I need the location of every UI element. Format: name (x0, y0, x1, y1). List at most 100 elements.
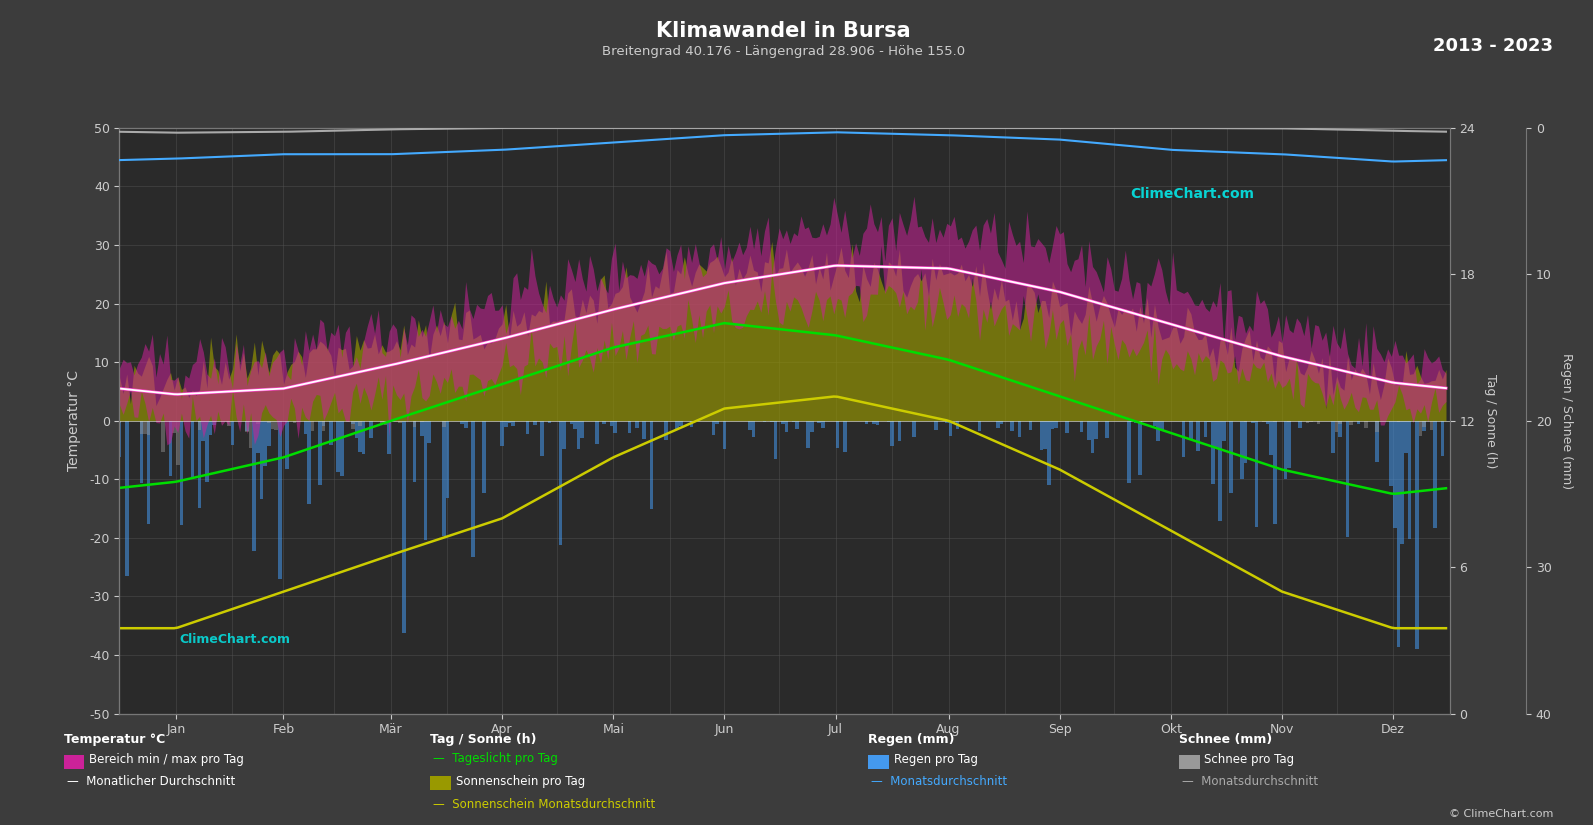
Bar (1440, 421, 1445, 456)
Bar (1094, 421, 1098, 439)
Bar (1357, 421, 1360, 425)
Bar (650, 421, 653, 509)
Bar (1338, 421, 1343, 437)
Text: Sonnenschein pro Tag: Sonnenschein pro Tag (456, 775, 585, 788)
Bar (358, 421, 362, 452)
Bar (441, 421, 446, 427)
Bar (820, 421, 825, 428)
Bar (500, 421, 503, 446)
Bar (1134, 421, 1137, 423)
Bar (268, 421, 271, 446)
Bar (212, 421, 217, 425)
Text: Breitengrad 40.176 - Längengrad 28.906 - Höhe 155.0: Breitengrad 40.176 - Längengrad 28.906 -… (602, 45, 965, 59)
Bar (268, 421, 271, 423)
Bar (723, 421, 726, 449)
Bar (387, 421, 390, 454)
Bar (897, 421, 902, 441)
Bar (817, 421, 820, 422)
Bar (675, 421, 679, 429)
Bar (511, 421, 515, 426)
Bar (1284, 421, 1287, 479)
Text: Klimawandel in Bursa: Klimawandel in Bursa (656, 21, 911, 40)
Bar (249, 421, 253, 448)
Bar (1207, 421, 1211, 422)
Text: © ClimeChart.com: © ClimeChart.com (1448, 808, 1553, 818)
Bar (712, 421, 715, 435)
Bar (1287, 421, 1290, 422)
Bar (464, 421, 467, 427)
Bar (205, 421, 209, 482)
Bar (401, 421, 406, 633)
Bar (256, 421, 260, 453)
Bar (1204, 421, 1207, 436)
Bar (1214, 421, 1219, 446)
Bar (548, 421, 551, 423)
Bar (871, 421, 876, 424)
Bar (1349, 421, 1352, 425)
Bar (1429, 421, 1434, 430)
Bar (1415, 421, 1419, 649)
Bar (890, 421, 894, 446)
Bar (806, 421, 811, 448)
Bar (350, 421, 355, 429)
Bar (774, 421, 777, 459)
Bar (191, 421, 194, 477)
Bar (1332, 421, 1335, 453)
Bar (690, 421, 693, 427)
Y-axis label: Temperatur °C: Temperatur °C (67, 370, 81, 471)
Bar (1128, 421, 1131, 483)
Bar (636, 421, 639, 428)
Bar (175, 421, 180, 465)
Bar (124, 421, 129, 576)
Bar (1040, 421, 1043, 450)
Bar (795, 421, 800, 429)
Bar (865, 421, 868, 424)
Bar (350, 421, 355, 424)
Bar (226, 421, 231, 426)
Bar (1423, 421, 1426, 431)
Text: Schnee pro Tag: Schnee pro Tag (1204, 753, 1295, 766)
Bar (274, 421, 279, 430)
Bar (161, 421, 166, 452)
Bar (978, 421, 981, 431)
Bar (441, 421, 446, 536)
Bar (781, 421, 785, 423)
Bar (1182, 421, 1185, 456)
Bar (180, 421, 183, 526)
Text: —  Sonnenschein Monatsdurchschnitt: — Sonnenschein Monatsdurchschnitt (433, 799, 656, 812)
Bar (1160, 421, 1163, 430)
Bar (602, 421, 605, 424)
Bar (319, 421, 322, 485)
Bar (322, 421, 325, 431)
Bar (715, 421, 718, 424)
Bar (293, 421, 296, 423)
Bar (1389, 421, 1394, 487)
Bar (1419, 421, 1423, 436)
Bar (1273, 421, 1276, 422)
Bar (147, 421, 150, 435)
Bar (1298, 421, 1301, 428)
Bar (355, 421, 358, 422)
Bar (996, 421, 999, 428)
Bar (1029, 421, 1032, 430)
Text: —  Tageslicht pro Tag: — Tageslicht pro Tag (433, 752, 558, 766)
Bar (245, 421, 249, 431)
Bar (355, 421, 358, 438)
Bar (1287, 421, 1290, 469)
Bar (811, 421, 814, 432)
Bar (562, 421, 566, 449)
Bar (948, 421, 953, 436)
Bar (209, 421, 212, 435)
Bar (1244, 421, 1247, 422)
Bar (1157, 421, 1160, 441)
Bar (1434, 421, 1437, 528)
Bar (384, 421, 387, 425)
Bar (245, 421, 249, 431)
Bar (1010, 421, 1015, 431)
Bar (279, 421, 282, 578)
Bar (1080, 421, 1083, 431)
Y-axis label: Regen / Schnee (mm): Regen / Schnee (mm) (1560, 353, 1572, 488)
Bar (1239, 421, 1244, 479)
Text: 2013 - 2023: 2013 - 2023 (1434, 37, 1553, 55)
Bar (118, 421, 121, 422)
